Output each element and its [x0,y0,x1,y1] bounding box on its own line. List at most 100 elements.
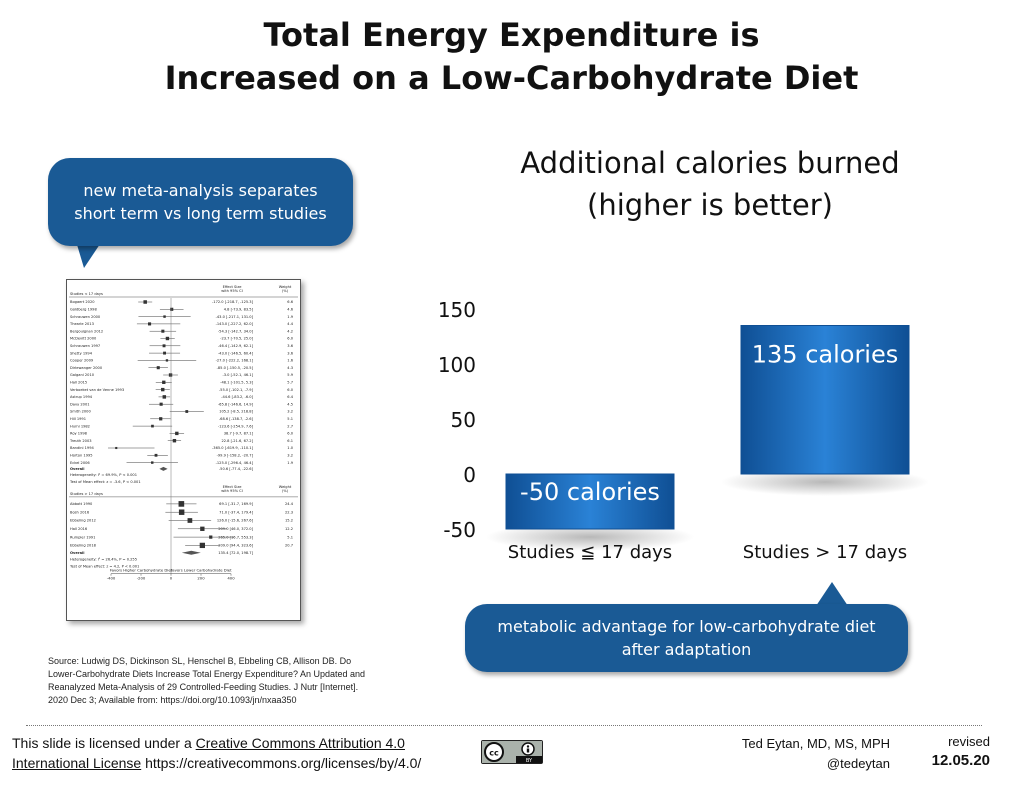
title-line-2: Increased on a Low-Carbohydrate Diet [164,59,859,97]
fp-short-ci-0: -172.0 [-218.7, -125.3] [212,300,254,304]
fp-short-ci-1: 4.8 [-73.9, 83.5] [224,308,254,312]
fp-short-ci-17: -123.6 [-254.9, 7.6] [218,424,254,428]
fp-short-name-11: Hall 2015 [70,381,87,385]
fp-axis-tick-label-3: 200 [197,576,205,581]
author-name: Ted Eytan, MD, MS, MPH [741,736,890,751]
fp-short-marker-11 [162,380,166,384]
bar-chart: -50 0 50 100 150 -50 calories Studies ≦ 17 day… [438,298,930,563]
fp-long-ci-1: 71.0 [-37.4, 179.4] [219,510,253,514]
fp-short-marker-19 [172,438,177,443]
license-link-1[interactable]: Creative Commons Attribution 4.0 [195,735,405,751]
fp-short-name-20: Bandini 1994 [70,446,95,450]
fp-short-weight-12: 6.0 [287,388,293,392]
fp-short-marker-1 [170,307,174,311]
fp-long-weight-3: 12.2 [285,527,293,531]
fp-long-weight-0: 24.4 [285,502,294,506]
license-link-2[interactable]: International License [12,755,142,771]
fp-long-overall-diamond [181,550,201,555]
fp-short-weight-18: 6.0 [287,432,293,436]
chart-title: Additional calories burned (higher is be… [480,142,940,226]
fp-col-effect-2: with 95% CI [221,289,242,293]
fp-short-ci-16: -68.6 [-138.7, -2.6] [219,417,254,421]
author-handle: @tedeytan [826,756,890,771]
fp-short-name-19: Treuth 2003 [69,439,92,443]
fp-short-weight-17: 2.7 [287,424,293,428]
y-tick-label-2: 50 [451,408,476,432]
fp-short-ci-9: -85.0 [-150.5, -20.5] [217,366,254,370]
fp-short-marker-18 [175,431,179,436]
fp-short-ci-7: -43.0 [-146.5, 60.4] [218,351,254,355]
fp-axis-tick-label-2: 0 [170,576,173,581]
callout-metabolic-advantage: metabolic advantage for low-carbohydrate… [465,604,908,672]
fp-long-weight-2: 15.2 [285,519,293,523]
license-text: This slide is licensed under a Creative … [12,733,421,773]
fp-short-marker-15 [185,410,189,413]
fp-short-ci-13: -44.6 [-83.2, -6.0] [221,395,253,399]
fp-long-weight-5: 20.7 [285,544,293,548]
fp-col-effect-1: Effect Size [223,285,243,289]
fp-short-ci-15: 105.2 [-8.5, 218.8] [219,410,253,414]
source-citation: Source: Ludwig DS, Dickinson SL, Hensche… [48,656,366,705]
fp-short-name-4: Bergouignan 2012 [70,329,103,333]
fp-short-marker-21 [154,453,158,457]
svg-text:cc: cc [489,749,499,758]
fp-long-ci-4: 265.0 [16.7, 553.3] [218,535,253,539]
fp-short-weight-11: 5.7 [287,381,293,385]
fp-long-name-1: Bosh 2016 [70,510,90,514]
fp-short-name-21: Horton 1995 [70,454,93,458]
bar-data-label-1: 135 calories [752,341,899,369]
y-tick-label-1: 0 [463,463,476,487]
fp-long-marker-0 [178,501,185,507]
fp-axis-tick-label-4: 400 [227,576,235,581]
fp-short-ci-5: -23.7 [-70.5, 25.0] [220,337,253,341]
fp-short-name-14: Davy 2001 [70,402,90,406]
callout-right-line-2: after adaptation [621,640,752,659]
fp-short-weight-14: 4.5 [287,402,293,406]
fp-short-ci-22: -125.0 [-296.4, 46.4] [216,461,254,465]
fp-short-test: Test of Mean effect: z = -3.6, P < 0.001 [69,480,141,484]
fp-short-name-8: Cooper 2009 [70,359,94,363]
fp-long-marker-1 [178,509,185,515]
fp-col-weight-1: Weight [279,285,292,289]
fp-col-weight-long-1: Weight [279,485,292,489]
fp-short-weight-20: 1.0 [287,446,293,450]
fp-long-name-0: Abbott 1990 [70,502,93,506]
fp-short-weight-13: 6.4 [287,395,293,399]
x-category-label-0: Studies ≦ 17 days [508,542,672,563]
fp-long-header: Studies > 17 days [70,492,103,496]
revised-label: revised [948,734,990,749]
license-prefix: This slide is licensed under a [12,735,196,751]
fp-short-weight-7: 3.6 [287,351,293,355]
fp-short-name-0: Bogaert 2020 [70,300,95,304]
fp-short-marker-14 [159,402,163,406]
fp-short-weight-3: 4.4 [287,322,293,326]
fp-short-weight-6: 3.6 [287,344,293,348]
fp-short-ci-4: -54.3 [-142.7, 34.0] [218,329,254,333]
cc-icon: cc [484,742,504,762]
fp-short-ci-10: -3.0 [-52.1, 46.1] [222,373,253,377]
fp-short-overall-diamond [159,466,168,471]
fp-long-marker-3 [200,526,205,531]
fp-axis-tick-label-0: -400 [107,576,116,581]
fp-long-ci-3: 209.0 [46.0, 372.0] [218,527,253,531]
fp-short-name-18: Roy 1998 [70,432,88,436]
fp-short-weight-5: 6.0 [287,337,293,341]
fp-short-name-10: Galgani 2010 [70,373,95,377]
fp-short-overall-name: Overall [70,467,85,471]
fp-short-marker-0 [143,300,147,304]
forest-plot-figure: Effect Size with 95% CI Weight (%) Studies <… [66,279,301,621]
fp-short-name-13: Astrup 1994 [70,395,93,399]
chart-title-line-2: (higher is better) [587,188,833,222]
fp-favors-left: Favors Higher Carbohydrate Diet [110,568,173,573]
fp-long-name-5: Ebbeling 2018 [70,544,97,548]
fp-short-marker-8 [165,359,169,362]
fp-short-ci-21: -99.9 [-158.2, -20.7] [217,454,254,458]
fp-long-test: Test of Mean effect: z = 4.2, P < 0.001 [69,565,139,569]
callout-left-line-1: new meta-analysis separates [83,181,318,200]
fp-short-marker-2 [163,315,166,318]
fp-short-marker-20 [115,446,118,450]
fp-short-marker-3 [148,322,152,326]
fp-short-marker-6 [162,344,166,348]
fp-short-weight-1: 4.6 [287,308,293,312]
